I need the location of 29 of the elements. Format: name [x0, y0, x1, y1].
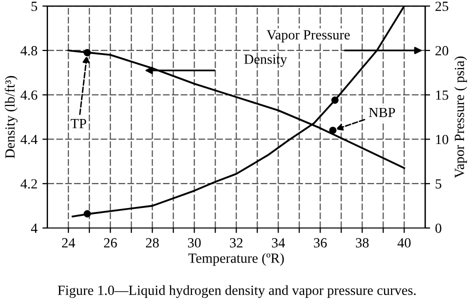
- x-tick-label: 36: [314, 238, 327, 248]
- x-tick-label: 24: [62, 238, 76, 248]
- annotation: TP: [70, 119, 86, 128]
- x-axis-title: Temperature (ºR): [188, 253, 284, 266]
- caption: Figure 1.0—Liquid hydrogen density and vapor pressure curves.: [58, 285, 416, 298]
- text: Density: [244, 54, 287, 67]
- y-axis-title: Density (lb/ft³): [4, 76, 18, 158]
- y2-tick-label: 0: [435, 224, 442, 233]
- y-tick-label: 4: [31, 224, 38, 233]
- y-tick-label: 5: [32, 2, 38, 12]
- y-tick-label: 4.2: [20, 179, 37, 189]
- y-tick-label: 4.4: [20, 134, 38, 144]
- annotation: NBP: [368, 108, 395, 118]
- x-tick-label: 34: [272, 238, 285, 248]
- x-tick-label: 28: [146, 238, 159, 248]
- x-tick-label: 40: [398, 238, 411, 248]
- y2-tick-label: 15: [436, 90, 448, 100]
- y2-tick-label: 5: [436, 179, 442, 189]
- y2-tick-label: 20: [436, 46, 448, 56]
- y-tick-label: 4.8: [20, 46, 38, 56]
- y2-tick-label: 25: [436, 2, 448, 12]
- x-tick-label: 30: [188, 238, 201, 248]
- y2-axis-title: Vapor Pressure ( psia): [454, 56, 467, 178]
- x-tick-label: 32: [230, 238, 242, 248]
- x-tick-label: 38: [356, 238, 369, 248]
- series-label: Vapor Pressure: [266, 30, 350, 42]
- y2-tick-label: 10: [436, 134, 448, 144]
- y-tick-label: 4.6: [20, 90, 38, 100]
- x-tick-label: 26: [104, 238, 117, 248]
